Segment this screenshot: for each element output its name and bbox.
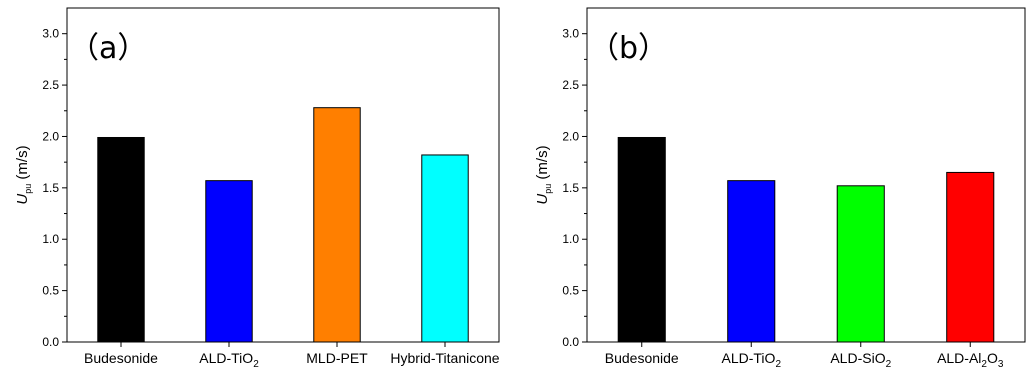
plot-frame [66, 7, 500, 343]
bar [836, 185, 885, 343]
y-tick-label: 1.0 [562, 232, 579, 246]
bar [727, 180, 776, 343]
y-axis-title: Upu (m/s) [14, 145, 33, 204]
x-tick-label: ALD-TiO2 [722, 350, 782, 370]
bar [205, 180, 253, 343]
bar [421, 154, 469, 343]
bar [946, 171, 995, 343]
y-tick-label: 0.5 [562, 284, 579, 298]
y-tick-label: 0.5 [42, 284, 59, 298]
bar [617, 136, 666, 343]
x-tick-label: ALD-Al2O3 [937, 350, 1004, 370]
y-tick-label: 2.0 [562, 129, 579, 143]
y-tick-label: 3.0 [42, 27, 59, 41]
panel-label: （b） [589, 31, 668, 66]
y-tick-label: 0.0 [562, 335, 579, 349]
y-axis-title: Upu (m/s) [534, 145, 553, 204]
x-tick-label: ALD-TiO2 [199, 350, 259, 370]
y-tick-label: 2.5 [562, 78, 579, 92]
panel-b: 0.0 0.5 1.0 1.5 2.0 2.5 3.0 Budesonide ALD-TiO2 A… [534, 7, 1026, 370]
x-tick-label: Hybrid-Titanicone [390, 350, 499, 366]
x-tick-label: Budesonide [605, 350, 679, 366]
bar [97, 136, 145, 343]
plot-frame [586, 7, 1026, 343]
panel-a: 0.0 0.5 1.0 1.5 2.0 2.5 3.0 Budesonide ALD-TiO2 M… [14, 7, 500, 370]
x-tick-label: Budesonide [84, 350, 158, 366]
y-tick-label: 2.5 [42, 78, 59, 92]
x-tick-label: MLD-PET [306, 350, 368, 366]
x-tick-label: ALD-SiO2 [830, 350, 891, 370]
y-tick-label: 1.5 [562, 181, 579, 195]
y-tick-label: 3.0 [562, 27, 579, 41]
y-tick-label: 1.5 [42, 181, 59, 195]
bar [313, 107, 361, 343]
y-tick-label: 2.0 [42, 129, 59, 143]
y-tick-label: 0.0 [42, 335, 59, 349]
panel-label: （a） [69, 31, 147, 66]
y-tick-label: 1.0 [42, 232, 59, 246]
